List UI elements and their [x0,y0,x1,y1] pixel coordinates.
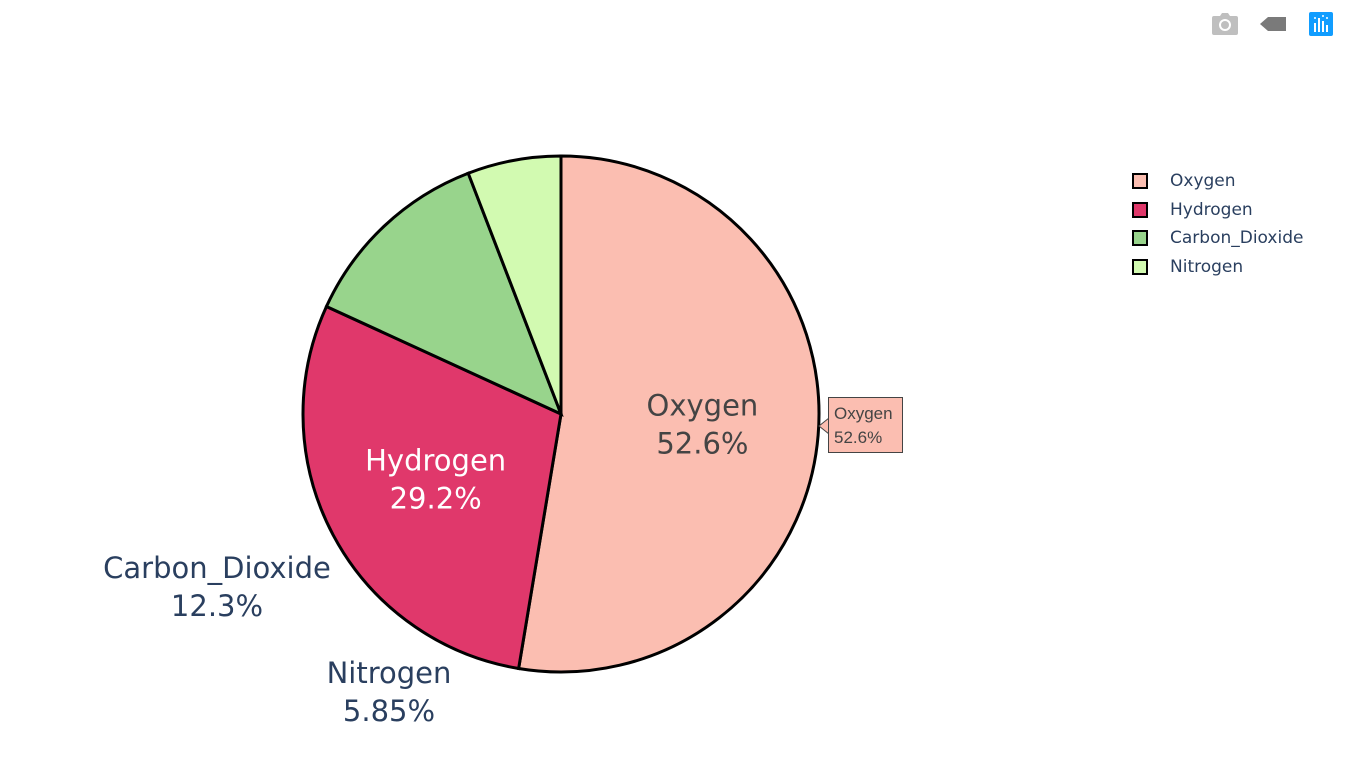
legend: Oxygen Hydrogen Carbon_Dioxide Nitrogen [1132,167,1303,281]
modebar [1211,10,1335,38]
legend-item-oxygen[interactable]: Oxygen [1132,167,1303,196]
legend-item-carbon-dioxide[interactable]: Carbon_Dioxide [1132,224,1303,253]
legend-item-hydrogen[interactable]: Hydrogen [1132,196,1303,225]
legend-label: Hydrogen [1170,199,1253,220]
legend-label: Oxygen [1170,171,1236,192]
pie-slice-hydrogen[interactable] [301,304,563,671]
pie-slice-nitrogen[interactable] [466,154,563,415]
slice-label: Nitrogen [327,656,452,690]
slice-label: Hydrogen [365,444,506,478]
hover-tooltip: Oxygen 52.6% [828,397,903,453]
slice-percent-label: 29.2% [390,482,482,516]
tag-icon[interactable] [1259,10,1287,38]
slice-percent-label: 52.6% [656,427,748,461]
legend-label: Nitrogen [1170,256,1244,277]
tooltip-arrow [818,418,830,434]
legend-swatch [1132,230,1148,247]
legend-swatch [1132,258,1148,275]
pie-slice-oxygen[interactable] [516,154,821,674]
slice-label: Oxygen [647,389,759,423]
legend-label: Carbon_Dioxide [1170,228,1304,249]
plotly-logo-icon[interactable] [1307,10,1335,38]
legend-swatch [1132,173,1148,190]
pie-slice-carbon-dioxide[interactable] [324,171,564,417]
legend-item-nitrogen[interactable]: Nitrogen [1132,253,1303,282]
tooltip-label: Oxygen [834,404,893,423]
slice-percent-label: 5.85% [343,694,435,728]
camera-icon[interactable] [1211,10,1239,38]
tooltip-value: 52.6% [834,428,883,447]
legend-swatch [1132,201,1148,218]
slice-percent-label: 12.3% [171,589,263,623]
slice-label: Carbon_Dioxide [103,551,331,585]
